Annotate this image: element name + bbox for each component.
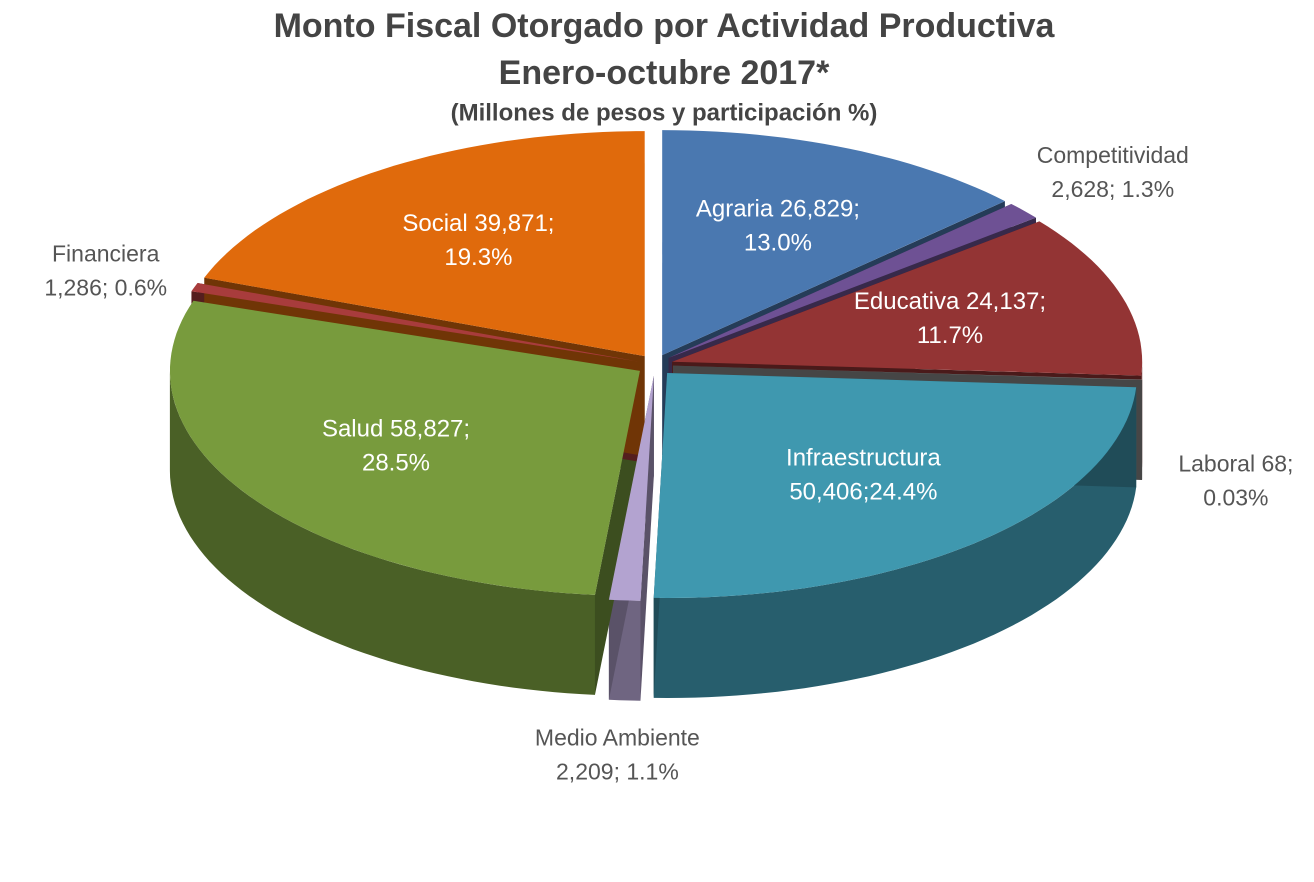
data-label: 11.7% [917, 322, 983, 349]
data-label: 19.3% [444, 244, 512, 271]
data-label: Competitividad [1037, 142, 1189, 168]
data-label: Medio Ambiente [535, 725, 700, 751]
chart-subtitle: Enero-octubre 2017* [499, 54, 830, 92]
data-label: 2,628; 1.3% [1051, 176, 1174, 202]
data-label: Financiera [52, 240, 160, 266]
data-label: 28.5% [362, 450, 430, 477]
data-label: Educativa 24,137; [854, 288, 1046, 315]
data-label: 50,406;24.4% [789, 478, 937, 505]
data-label: 0.03% [1203, 485, 1268, 511]
data-label: Infraestructura [786, 444, 941, 471]
data-label: Social 39,871; [402, 210, 554, 237]
data-label: Laboral 68; [1178, 451, 1293, 477]
data-label: 13.0% [744, 229, 812, 256]
chart: Monto Fiscal Otorgado por Actividad Prod… [0, 0, 1314, 882]
data-label: Agraria 26,829; [696, 195, 860, 222]
chart-note: (Millones de pesos y participación %) [451, 99, 878, 126]
data-label: 1,286; 0.6% [44, 274, 167, 300]
chart-title: Monto Fiscal Otorgado por Actividad Prod… [274, 7, 1056, 45]
data-label: Salud 58,827; [322, 416, 470, 443]
data-label: 2,209; 1.1% [556, 759, 679, 785]
